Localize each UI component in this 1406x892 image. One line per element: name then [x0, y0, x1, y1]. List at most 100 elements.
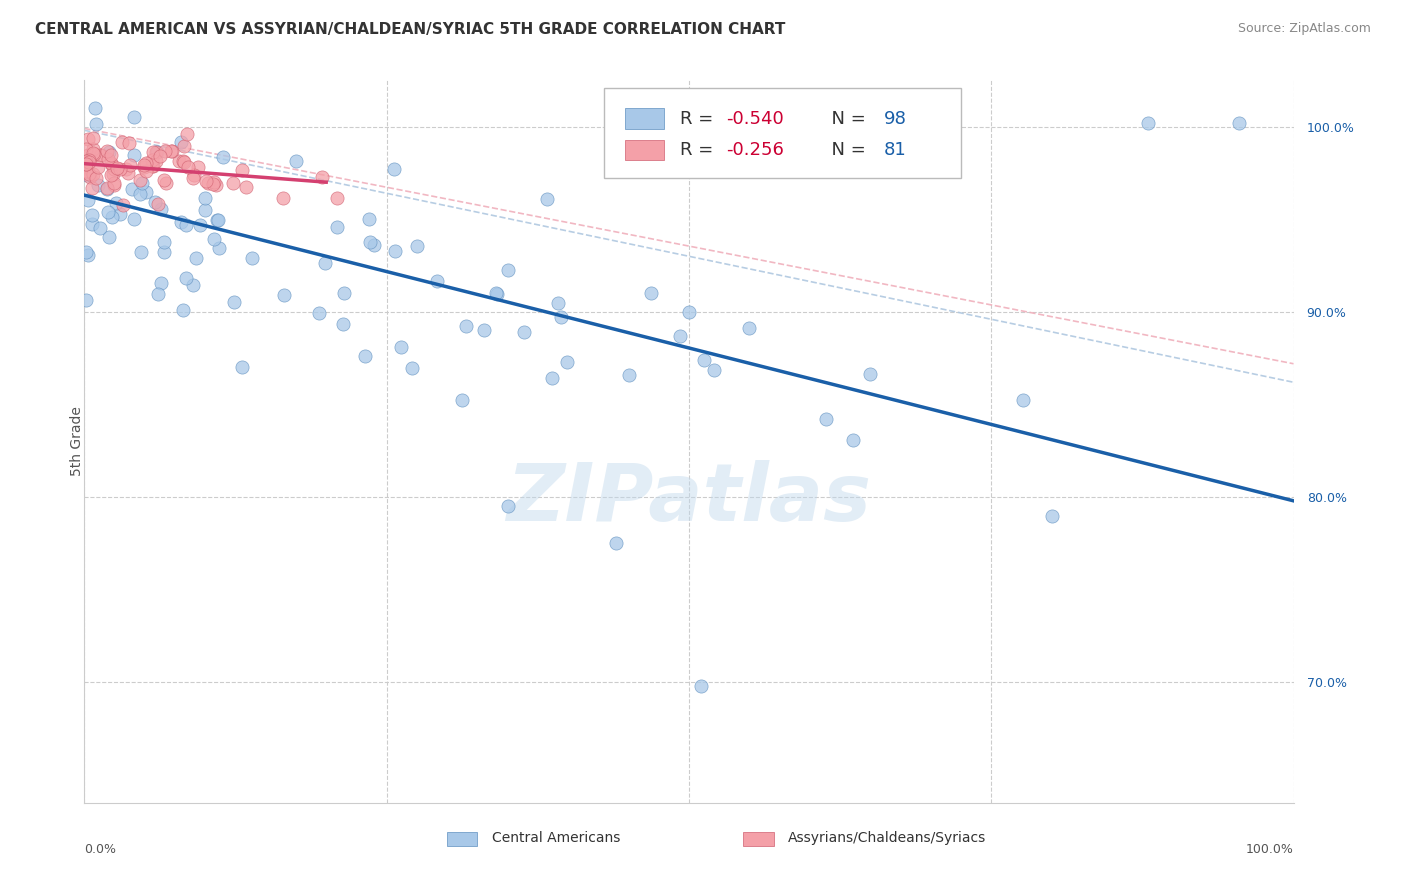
Point: [194, 202, 217, 217]
Point: [314, 256, 336, 270]
Point: [84, 117, 107, 131]
Point: [204, 178, 226, 193]
Point: [169, 135, 191, 149]
Point: [155, 176, 177, 190]
Text: Source: ZipAtlas.com: Source: ZipAtlas.com: [1237, 22, 1371, 36]
Point: [485, 286, 508, 301]
Point: [101, 211, 124, 225]
Point: [162, 144, 184, 158]
Point: [134, 156, 156, 170]
Point: [98, 230, 121, 244]
Text: 81: 81: [883, 141, 907, 160]
Point: [146, 145, 169, 159]
Point: [108, 207, 131, 221]
Point: [231, 359, 253, 374]
Point: [512, 326, 534, 340]
Point: [146, 287, 169, 301]
Point: [326, 220, 349, 235]
Point: [187, 160, 209, 174]
Point: [181, 277, 204, 292]
Point: [181, 171, 204, 186]
Text: Central Americans: Central Americans: [492, 831, 620, 846]
Point: [273, 288, 295, 302]
Point: [401, 361, 423, 376]
Point: [814, 411, 837, 425]
Point: [122, 110, 145, 124]
Point: [202, 177, 225, 191]
Point: [77, 132, 100, 146]
Point: [240, 252, 263, 266]
Point: [80, 209, 103, 223]
Point: [108, 162, 131, 177]
Point: [103, 161, 125, 176]
Point: [122, 148, 145, 162]
Point: [357, 212, 380, 227]
Point: [536, 192, 558, 206]
Point: [86, 160, 108, 174]
Point: [222, 176, 245, 190]
Point: [75, 157, 97, 171]
Bar: [624, 109, 664, 128]
Point: [496, 262, 519, 277]
Point: [188, 218, 211, 232]
Point: [75, 155, 97, 169]
Point: [640, 286, 662, 301]
Point: [426, 274, 449, 288]
Text: N =: N =: [820, 110, 872, 128]
Point: [169, 153, 191, 168]
Point: [363, 237, 385, 252]
Point: [79, 153, 101, 168]
Point: [80, 180, 103, 194]
Point: [103, 178, 125, 193]
Point: [90, 147, 112, 161]
Point: [75, 160, 97, 174]
Point: [384, 244, 406, 258]
Point: [76, 168, 98, 182]
Point: [153, 244, 176, 259]
Point: [194, 191, 217, 205]
Point: [103, 176, 125, 190]
Point: [155, 144, 177, 158]
Point: [485, 285, 508, 300]
Point: [115, 162, 138, 177]
Point: [117, 166, 139, 180]
Point: [1227, 116, 1250, 130]
Point: [235, 180, 257, 194]
Text: -0.256: -0.256: [727, 141, 785, 160]
Point: [129, 186, 152, 201]
Point: [326, 191, 349, 205]
Text: R =: R =: [681, 110, 720, 128]
Point: [183, 168, 205, 182]
Point: [79, 170, 101, 185]
Point: [176, 127, 198, 141]
Point: [693, 352, 716, 367]
Y-axis label: 5th Grade: 5th Grade: [70, 407, 84, 476]
Point: [550, 310, 572, 324]
Point: [389, 340, 412, 354]
Point: [105, 161, 128, 176]
Point: [100, 147, 122, 161]
FancyBboxPatch shape: [605, 87, 962, 178]
Point: [285, 153, 308, 168]
Point: [118, 136, 141, 150]
Point: [1040, 508, 1063, 523]
Point: [89, 221, 111, 235]
Point: [145, 154, 167, 169]
Point: [174, 271, 197, 285]
Point: [142, 145, 165, 160]
Point: [98, 145, 121, 159]
Point: [271, 191, 294, 205]
Point: [83, 147, 105, 161]
Point: [100, 155, 122, 169]
Point: [496, 500, 519, 514]
Point: [173, 139, 195, 153]
Point: [450, 393, 472, 408]
Point: [79, 155, 101, 169]
Point: [82, 145, 104, 160]
Point: [384, 161, 406, 176]
Point: [77, 167, 100, 181]
Point: [135, 186, 157, 200]
Point: [131, 244, 153, 259]
Point: [103, 167, 125, 181]
Point: [134, 158, 156, 172]
